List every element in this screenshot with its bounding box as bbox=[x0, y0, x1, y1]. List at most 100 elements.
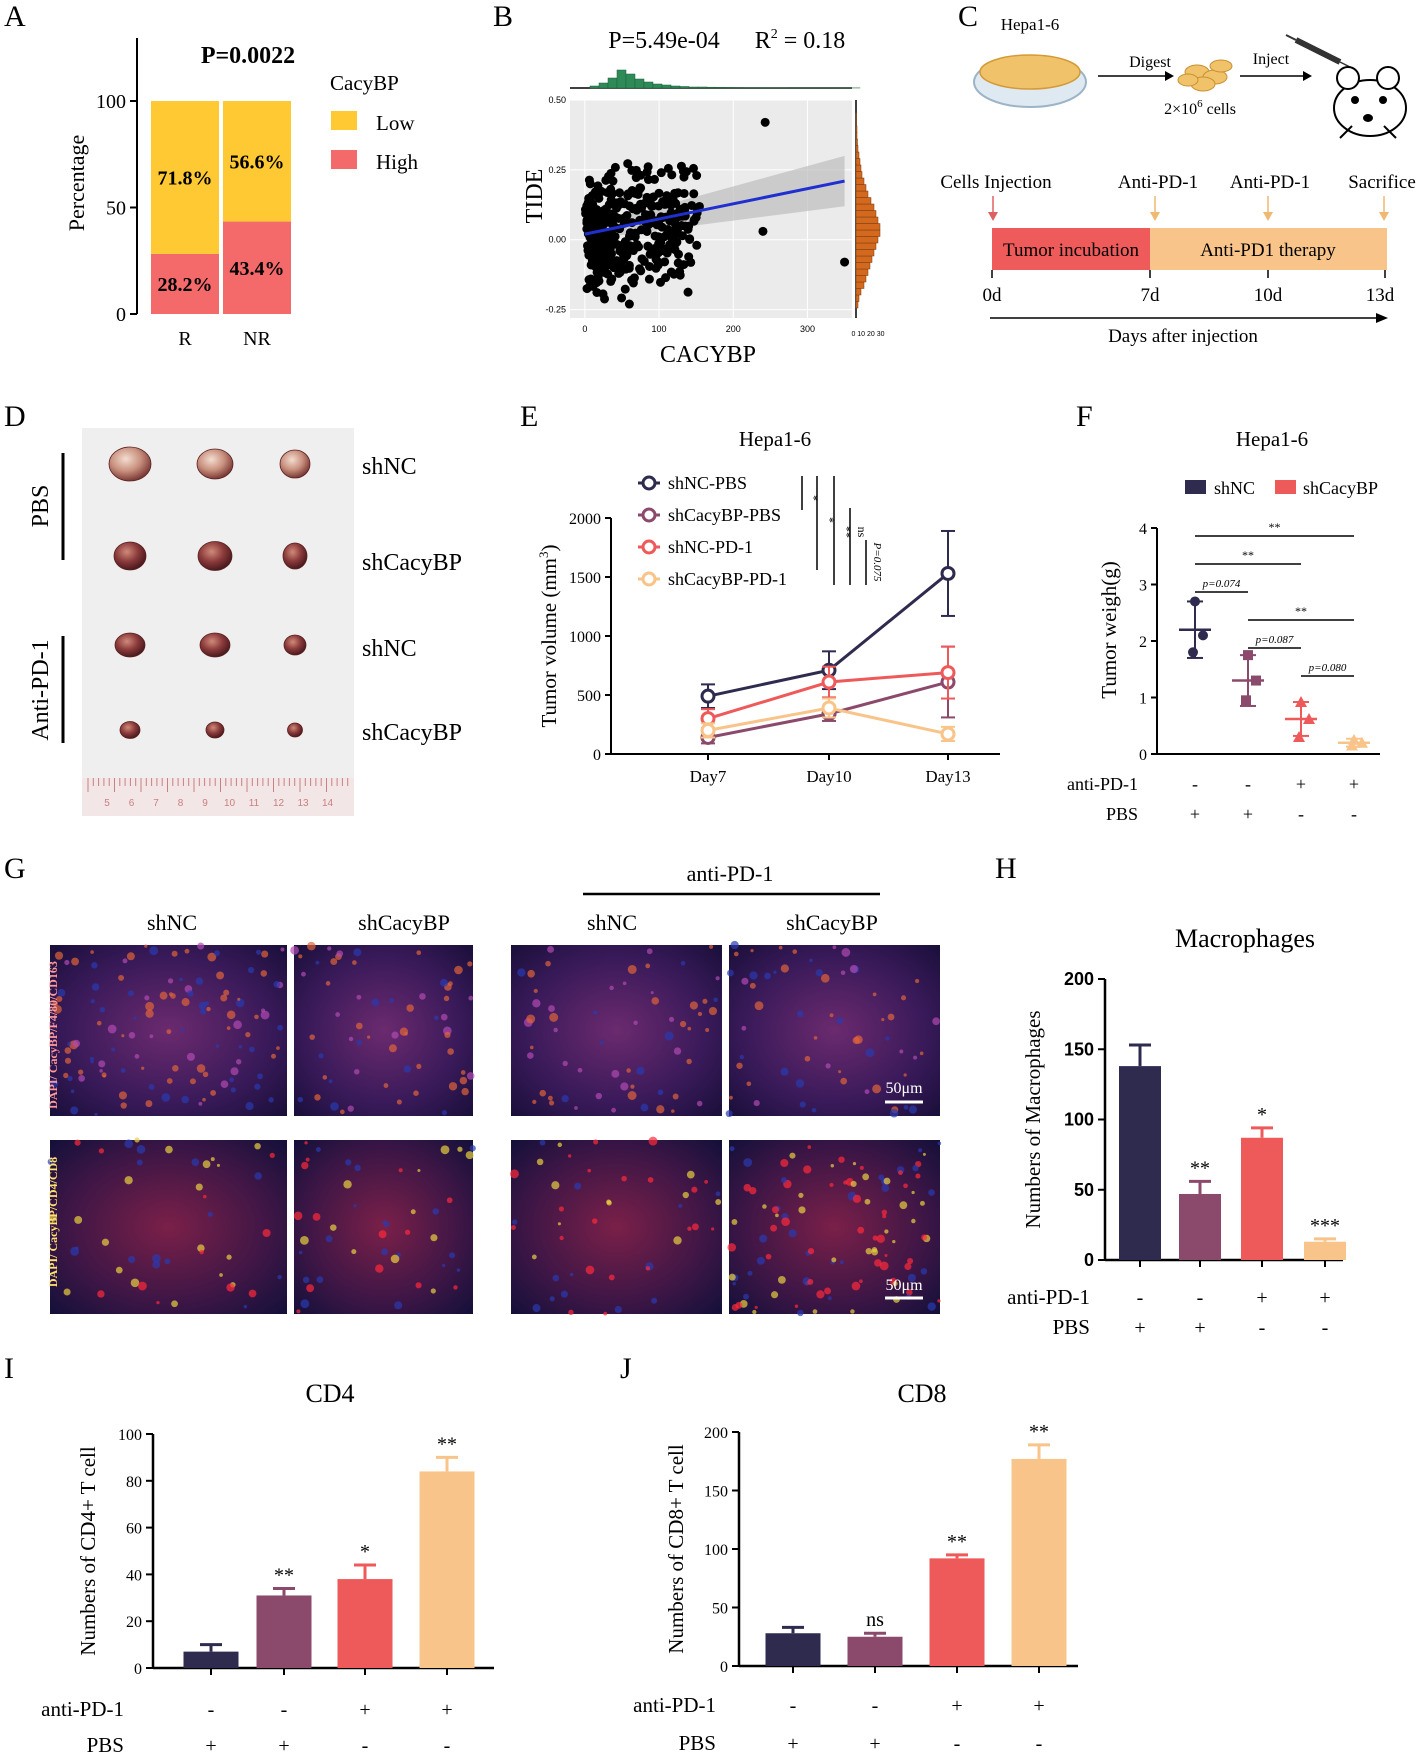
scatter-point bbox=[679, 260, 688, 269]
if-signal-dot bbox=[304, 1141, 307, 1144]
if-signal-dot bbox=[391, 1032, 398, 1039]
chart-title: Hepa1-6 bbox=[739, 427, 811, 451]
if-signal-dot bbox=[928, 1302, 936, 1310]
row-sign: + bbox=[1296, 774, 1306, 794]
scatter-point bbox=[625, 300, 634, 309]
sig-label: ** bbox=[437, 1433, 457, 1455]
row-sign: - bbox=[1197, 1287, 1204, 1309]
if-signal-dot bbox=[665, 1032, 674, 1041]
if-signal-dot bbox=[673, 1236, 681, 1244]
if-signal-dot bbox=[294, 1212, 303, 1221]
if-signal-dot bbox=[298, 954, 302, 958]
scatter-point bbox=[603, 270, 612, 279]
if-signal-dot bbox=[447, 1197, 453, 1203]
if-signal-dot bbox=[562, 1095, 569, 1102]
if-signal-dot bbox=[757, 1257, 765, 1265]
if-signal-dot bbox=[196, 977, 203, 984]
if-signal-dot bbox=[913, 1056, 917, 1060]
if-signal-dot bbox=[814, 1036, 818, 1040]
if-signal-dot bbox=[67, 1076, 72, 1081]
tumor bbox=[197, 449, 233, 479]
y-tick-label: 4 bbox=[1139, 521, 1147, 538]
bar bbox=[184, 1652, 239, 1668]
row-sign: - bbox=[281, 1699, 288, 1721]
row-sign: - bbox=[444, 1735, 451, 1757]
if-row2-stain-label: DAPI/ CacyBP/CD4/CD8 bbox=[46, 1157, 60, 1287]
if-signal-dot bbox=[512, 1219, 517, 1224]
chart-title: Hepa1-6 bbox=[1236, 427, 1308, 451]
if-signal-dot bbox=[713, 997, 718, 1002]
if-signal-dot bbox=[352, 960, 357, 965]
scatter-point bbox=[685, 234, 694, 243]
tumor bbox=[288, 723, 303, 737]
y-axis-label: Tumor weigh(g) bbox=[1097, 561, 1121, 698]
r2-value: = 0.18 bbox=[778, 28, 846, 54]
panel-g-immunofluorescence: anti-PD-1 shNC shCacyBP shNC shCacyBP DA… bbox=[46, 861, 941, 1316]
scatter-point bbox=[646, 199, 655, 208]
if-signal-dot bbox=[181, 1028, 185, 1032]
scatter-point bbox=[645, 275, 654, 284]
if-signal-dot bbox=[840, 1260, 844, 1264]
if-signal-dot bbox=[90, 950, 94, 954]
top-hist-bar bbox=[635, 79, 644, 88]
if-signal-dot bbox=[99, 1148, 104, 1153]
if-signal-dot bbox=[416, 950, 421, 955]
if-signal-dot bbox=[938, 1142, 942, 1146]
row-label-pbs: PBS bbox=[1053, 1315, 1090, 1339]
if-signal-dot bbox=[91, 999, 95, 1003]
right-hist-bar bbox=[856, 139, 858, 146]
top-hist-bar bbox=[653, 84, 662, 88]
if-signal-dot bbox=[300, 1236, 309, 1245]
if-signal-dot bbox=[216, 1044, 219, 1047]
if-signal-dot bbox=[330, 1102, 339, 1111]
if-signal-dot bbox=[755, 1001, 764, 1010]
right-hist-bar bbox=[856, 230, 880, 237]
digest-label: Digest bbox=[1129, 54, 1171, 71]
if-signal-dot bbox=[647, 948, 653, 954]
x-tick-label: Day10 bbox=[806, 767, 851, 786]
if-signal-dot bbox=[210, 1090, 216, 1096]
day-ticks bbox=[992, 270, 1385, 278]
if-signal-dot bbox=[73, 1040, 81, 1048]
row-sign: + bbox=[1243, 804, 1253, 824]
sig-label: p=0.074 bbox=[1202, 578, 1241, 590]
if-signal-dot bbox=[921, 1268, 928, 1275]
if-signal-dot bbox=[329, 1079, 333, 1083]
sig-label: ns bbox=[866, 1609, 884, 1631]
if-signal-dot bbox=[125, 1176, 133, 1184]
if-signal-dot bbox=[651, 1298, 657, 1304]
y-tick-label: 1000 bbox=[569, 629, 601, 646]
tumor bbox=[120, 722, 140, 739]
if-signal-dot bbox=[915, 979, 919, 983]
ruler-label: 5 bbox=[104, 798, 110, 809]
bar bbox=[848, 1637, 903, 1666]
y-tick-label: 2000 bbox=[569, 511, 601, 528]
event-sacrifice: Sacrifice bbox=[1348, 172, 1416, 193]
if-signal-dot bbox=[532, 999, 540, 1007]
if-signal-dot bbox=[912, 1165, 918, 1171]
y-axis-label: Numbers of CD4+ T cell bbox=[76, 1446, 100, 1656]
if-signal-dot bbox=[545, 961, 551, 967]
if-signal-dot bbox=[673, 1094, 679, 1100]
if-signal-dot bbox=[269, 1097, 274, 1102]
if-signal-dot bbox=[121, 1034, 124, 1037]
if-signal-dot bbox=[221, 1080, 229, 1088]
if-signal-dot bbox=[789, 1229, 797, 1237]
if-signal-dot bbox=[345, 1159, 351, 1165]
x-tick-label: 300 bbox=[800, 324, 815, 334]
if-signal-dot bbox=[317, 1276, 324, 1283]
if-signal-dot bbox=[343, 1180, 351, 1188]
if-signal-dot bbox=[116, 1267, 123, 1274]
if-signal-dot bbox=[534, 989, 538, 993]
if-image-tiles bbox=[48, 941, 941, 1316]
if-signal-dot bbox=[798, 1206, 805, 1213]
if-treatment-label: anti-PD-1 bbox=[687, 861, 774, 886]
phase-tumor-incubation-label: Tumor incubation bbox=[1003, 240, 1139, 261]
chart-title: P=5.49e-04 bbox=[608, 28, 720, 54]
scatter-point bbox=[692, 241, 701, 250]
if-signal-dot bbox=[400, 1028, 408, 1036]
if-signal-dot bbox=[563, 1061, 568, 1066]
row-sign: - bbox=[362, 1735, 369, 1757]
row-sign: - bbox=[1298, 804, 1304, 824]
